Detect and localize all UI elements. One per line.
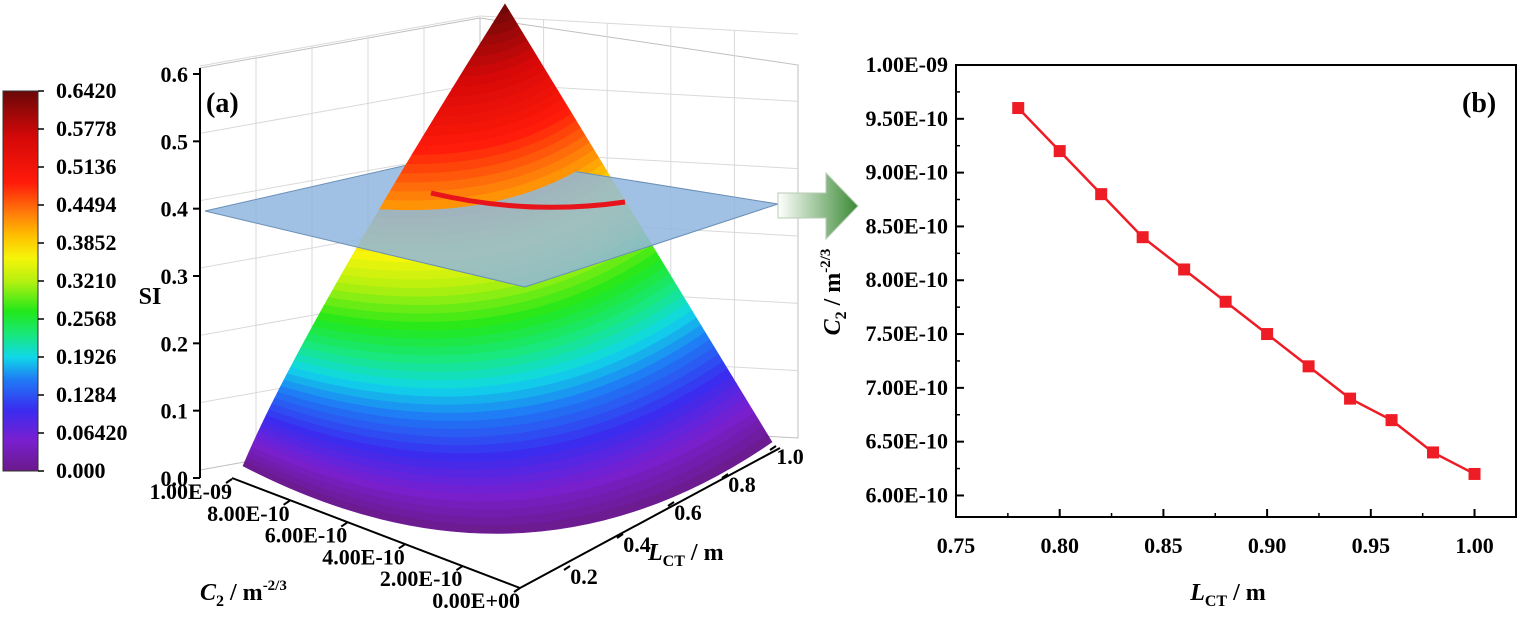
- colorbar-tick-label: 0.3852: [56, 230, 117, 255]
- y-tick-label: 1.00E-09: [866, 52, 949, 77]
- colorbar-tick-label: 0.1926: [56, 344, 117, 369]
- c2-tick-mark: [283, 499, 291, 506]
- colorbar-tick-label: 0.4494: [56, 192, 117, 217]
- panel-b-label: (b): [1462, 88, 1496, 119]
- y-axis-label: C2 / m-2/3: [818, 249, 850, 336]
- lct-axis-label: LCT / m: [647, 540, 724, 570]
- lct-tick-label: 0.2: [570, 564, 598, 589]
- colorbar-tick-label: 0.3210: [56, 268, 117, 293]
- y-tick-label: 6.00E-10: [866, 482, 949, 507]
- lct-tick-label: 0.4: [623, 532, 651, 557]
- data-point-marker: [1344, 392, 1357, 405]
- data-point-marker: [1427, 446, 1440, 459]
- y-tick-label: 6.50E-10: [866, 429, 949, 454]
- panel-b-line-chart: 6.00E-10 6.50E-10 7.00E-10 7.50E-10 8.00E-10…: [818, 52, 1517, 610]
- x-tick-label: 0.85: [1144, 533, 1183, 558]
- colorbar-ticks: 0.6420 0.5778 0.5136 0.4494 0.3852 0.3210 0.25…: [38, 78, 128, 483]
- z-tick-label: 0.5: [161, 129, 189, 154]
- data-point-marker: [1468, 467, 1481, 480]
- panel-a-3d-surface: 0.0 0.1 0.2 0.3 0.4 0.5 0.6 1.00E-098.00E-106.…: [139, 3, 804, 613]
- data-point-marker: [1095, 188, 1108, 201]
- y-tick-label: 8.50E-10: [866, 213, 949, 238]
- wall-gridline: [479, 15, 799, 35]
- lct-tick-mark: [769, 445, 777, 451]
- lct-tick-mark: [721, 473, 729, 479]
- c2-tick-label: 2.00E-10: [380, 566, 463, 591]
- plot-frame: [955, 64, 1517, 518]
- arrow-icon: [777, 171, 859, 241]
- data-point-marker: [1178, 263, 1191, 276]
- wall-gridline: [199, 15, 481, 67]
- lct-axis-line: [519, 447, 781, 589]
- lct-tick-label: 0.8: [728, 472, 756, 497]
- x-tick-label: 0.95: [1352, 533, 1391, 558]
- y-tick-label: 7.50E-10: [866, 321, 949, 346]
- c2-tick-label: 0.00E+00: [432, 588, 520, 613]
- series-polyline: [1017, 107, 1476, 476]
- x-axis-ticks: 0.75 0.80 0.85 0.90 0.95 1.00: [937, 509, 1494, 558]
- z-tick-label: 0.3: [161, 264, 189, 289]
- x-axis-label: LCT / m: [1189, 580, 1266, 610]
- colorbar-tick-label: 0.2568: [56, 306, 117, 331]
- colorbar-tick-label: 0.6420: [56, 78, 117, 103]
- c2-tick-mark: [513, 587, 521, 593]
- y-axis-ticks: 6.00E-10 6.50E-10 7.00E-10 7.50E-10 8.00E-10…: [866, 52, 964, 507]
- c2-tick-label: 8.00E-10: [207, 501, 290, 526]
- c2-tick-mark: [398, 543, 406, 550]
- data-point-marker: [1053, 145, 1066, 158]
- data-point-marker: [1012, 102, 1025, 115]
- z-tick-label: 0.0: [161, 466, 189, 491]
- colorbar-tick-label: 0.000: [56, 458, 106, 483]
- colorbar-tick-label: 0.06420: [56, 420, 128, 445]
- si-threshold-contour: [430, 190, 626, 210]
- data-point-marker: [1136, 231, 1149, 244]
- wall-gridline: [199, 82, 481, 134]
- x-tick-label: 0.90: [1248, 533, 1287, 558]
- z-tick-label: 0.2: [161, 331, 189, 356]
- x-tick-label: 0.75: [937, 533, 976, 558]
- lct-tick-label: 0.6: [674, 500, 702, 525]
- colorbar-tick-label: 0.1284: [56, 382, 117, 407]
- colorbar-tick-label: 0.5136: [56, 154, 117, 179]
- c2-tick-label: 6.00E-10: [265, 523, 348, 548]
- c2-tick-mark: [340, 521, 348, 528]
- z-axis-ticks: 0.0 0.1 0.2 0.3 0.4 0.5 0.6: [161, 62, 200, 491]
- c2-tick-mark: [455, 565, 463, 572]
- c2-axis-line: [231, 477, 521, 589]
- lct-tick-mark: [667, 501, 675, 507]
- z-tick-label: 0.6: [161, 62, 189, 87]
- y-tick-label: 9.50E-10: [866, 106, 949, 131]
- data-point-marker: [1261, 328, 1274, 341]
- z-tick-label: 0.4: [161, 197, 189, 222]
- x-tick-label: 1.00: [1455, 533, 1494, 558]
- data-point-marker: [1302, 360, 1315, 373]
- series-line: [1012, 102, 1481, 480]
- c2-tick-label: 1.00E-09: [150, 479, 233, 504]
- data-point-marker: [1385, 414, 1398, 427]
- transition-arrow: [777, 171, 859, 241]
- lct-axis-ticks: 0.2 0.4 0.6 0.8 1.0: [563, 444, 804, 589]
- surface-band: [379, 149, 599, 211]
- colorbar-gradient-bar: [2, 90, 39, 472]
- x-tick-label: 0.80: [1040, 533, 1079, 558]
- panel-a-label: (a): [206, 88, 239, 119]
- surface-band: [242, 434, 773, 534]
- lct-tick-label: 1.0: [776, 444, 804, 469]
- lct-tick-mark: [563, 565, 571, 571]
- lct-tick-mark: [616, 533, 624, 539]
- y-tick-label: 7.00E-10: [866, 375, 949, 400]
- data-point-marker: [1219, 295, 1232, 308]
- c2-tick-label: 4.00E-10: [322, 544, 405, 569]
- y-tick-label: 9.00E-10: [866, 160, 949, 185]
- z-tick-label: 0.1: [161, 399, 189, 424]
- colorbar: 0.6420 0.5778 0.5136 0.4494 0.3852 0.3210 0.25…: [2, 78, 128, 483]
- colorbar-tick-label: 0.5778: [56, 116, 117, 141]
- c2-axis-ticks: 1.00E-098.00E-106.00E-104.00E-102.00E-10…: [150, 478, 521, 613]
- y-tick-label: 8.00E-10: [866, 267, 949, 292]
- c2-tick-mark: [225, 478, 233, 484]
- z-axis-label: SI: [139, 284, 162, 310]
- c2-axis-label: C2 / m-2/3: [200, 578, 287, 610]
